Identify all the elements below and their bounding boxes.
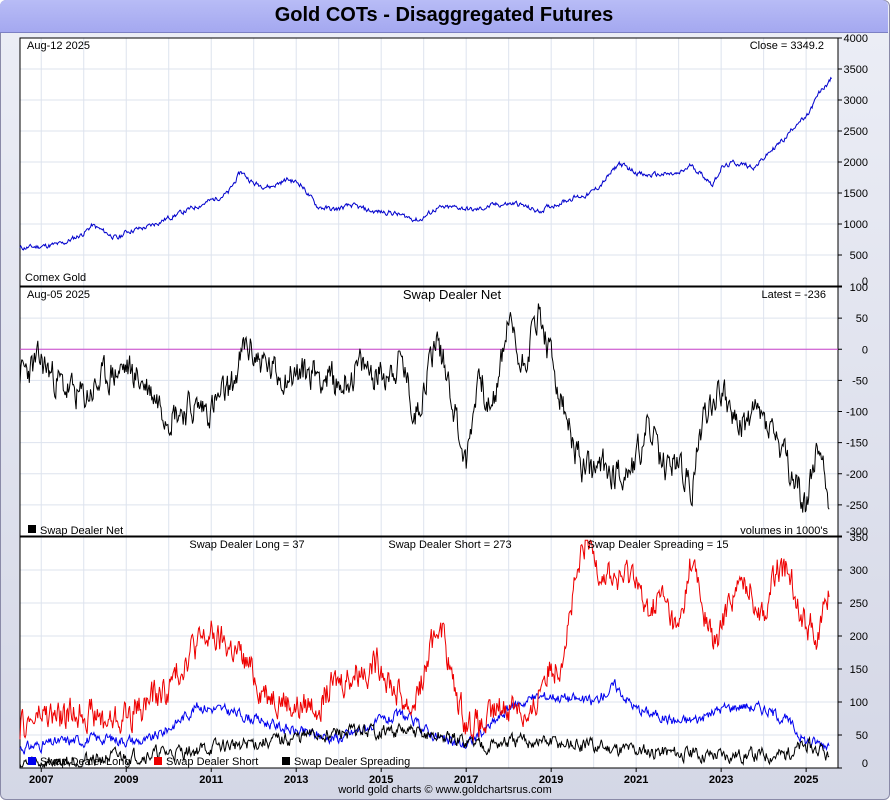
net-title: Swap Dealer Net (403, 287, 502, 302)
positions-y-tick-label: 50 (856, 730, 868, 742)
positions-panel-border (19, 536, 839, 769)
price-y-tick-label: 1000 (844, 219, 868, 231)
positions-top-label: Swap Dealer Long = 37 (189, 539, 304, 551)
positions-legend-swatch (154, 757, 162, 765)
price-y-tick-label: 3500 (844, 64, 868, 76)
x-tick-label: 2025 (794, 774, 818, 786)
chart-title: Gold COTs - Disaggregated Futures (274, 4, 614, 26)
positions-top-label: Swap Dealer Spreading = 15 (588, 539, 729, 551)
x-tick-label: 2021 (624, 774, 648, 786)
price-source-label: Comex Gold (25, 272, 86, 284)
price-latest-label: Close = 3349.2 (750, 40, 824, 52)
price-y-tick-label: 1500 (844, 188, 868, 200)
series-line-swap-dealer-short (19, 539, 830, 743)
x-tick-label: 2017 (454, 774, 478, 786)
positions-y-tick-label: 300 (850, 565, 868, 577)
net-latest-label: Latest = -236 (761, 289, 826, 301)
price-y-tick-label: 500 (850, 250, 868, 262)
net-units-label: volumes in 1000's (740, 525, 828, 537)
price-y-tick-label: 0 (862, 276, 868, 288)
positions-y-tick-label: 200 (850, 631, 868, 643)
net-date-label: Aug-05 2025 (27, 289, 90, 301)
net-y-tick-label: -100 (846, 407, 868, 419)
series-line-swap-dealer-long (19, 679, 830, 755)
swap-dealer-net-line (19, 303, 830, 513)
net-y-tick-label: -50 (852, 375, 868, 387)
positions-legend-swatch (282, 757, 290, 765)
positions-y-tick-label: 100 (850, 697, 868, 709)
positions-y-tick-label: 350 (850, 532, 868, 544)
positions-y-tick-label: 250 (850, 598, 868, 610)
price-panel-border (19, 37, 839, 287)
x-tick-label: 2013 (284, 774, 308, 786)
title-bar: Gold COTs - Disaggregated Futures (0, 0, 888, 33)
x-tick-label: 2011 (199, 774, 223, 786)
gold-price-line (19, 76, 832, 251)
positions-legend-swatch (28, 757, 36, 765)
net-y-tick-label: -200 (846, 469, 868, 481)
price-y-tick-label: 3000 (844, 95, 868, 107)
credit-text: world gold charts © www.goldchartsrus.co… (338, 784, 552, 796)
net-y-tick-label: -250 (846, 500, 868, 512)
price-date-label: Aug-12 2025 (27, 40, 90, 52)
positions-legend-label: Swap Dealer Long (40, 756, 131, 768)
positions-legend-label: Swap Dealer Short (166, 756, 258, 768)
positions-y-tick-label: 0 (862, 758, 868, 770)
net-y-tick-label: -300 (846, 526, 868, 538)
net-panel-border (19, 286, 839, 537)
x-tick-label: 2015 (369, 774, 393, 786)
x-tick-label: 2009 (114, 774, 138, 786)
positions-legend-label: Swap Dealer Spreading (294, 756, 410, 768)
x-tick-label: 2007 (29, 774, 53, 786)
positions-top-label: Swap Dealer Short = 273 (388, 539, 511, 551)
positions-y-tick-label: 150 (850, 664, 868, 676)
x-tick-label: 2023 (709, 774, 733, 786)
net-legend-swatch (28, 525, 36, 533)
price-y-tick-label: 2500 (844, 126, 868, 138)
net-y-tick-label: 50 (856, 313, 868, 325)
net-y-tick-label: -150 (846, 438, 868, 450)
price-y-tick-label: 2000 (844, 157, 868, 169)
series-line-swap-dealer-spreading (19, 722, 830, 769)
x-tick-label: 2019 (539, 774, 563, 786)
net-y-tick-label: 100 (850, 282, 868, 294)
net-y-tick-label: 0 (862, 344, 868, 356)
price-y-tick-label: 4000 (844, 33, 868, 45)
net-legend-label: Swap Dealer Net (40, 525, 123, 537)
